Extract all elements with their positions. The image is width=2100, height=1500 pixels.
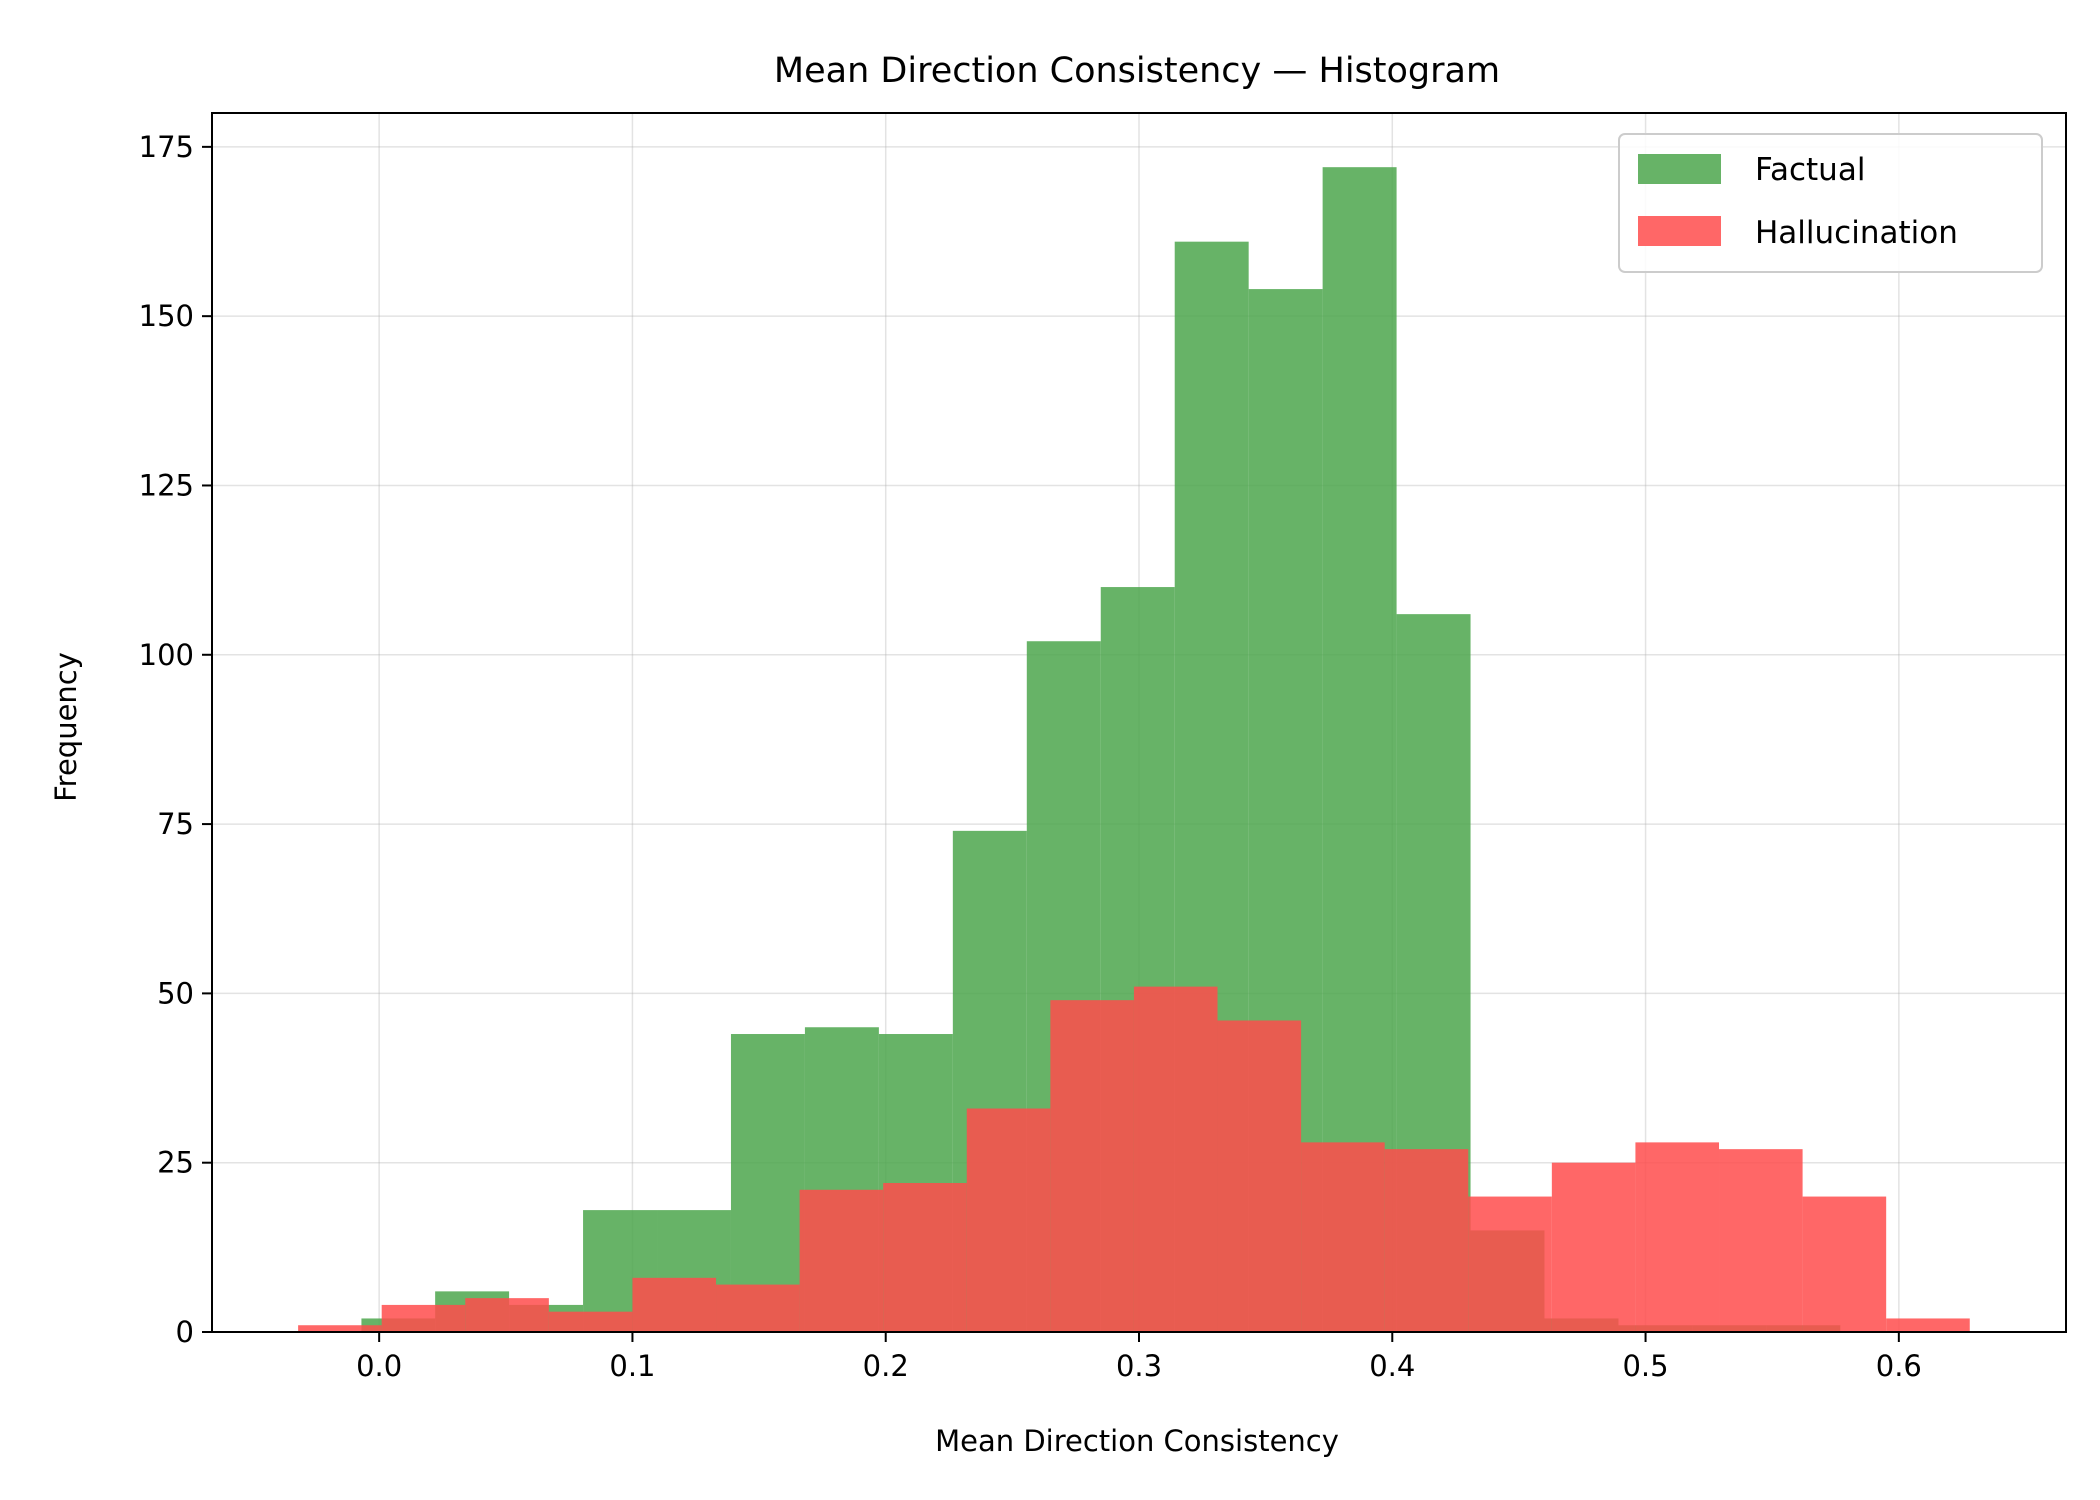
x-axis: 0.0 0.1 0.2 0.3 0.4 0.5 0.6 [356,1332,1922,1383]
y-tick-label: 50 [157,976,194,1010]
x-tick-label: 0.4 [1369,1349,1415,1383]
legend-label-factual: Factual [1755,152,1865,188]
hallucination-bar [1050,1000,1134,1332]
x-tick-label: 0.0 [356,1349,402,1383]
hallucination-bar [799,1189,884,1332]
legend-label-hallucination: Hallucination [1755,215,1958,251]
x-tick-label: 0.5 [1622,1349,1668,1383]
hallucination-bar [1217,1020,1302,1332]
legend-box [1618,133,2043,273]
hallucination-bar [1551,1162,1636,1332]
y-tick-label: 100 [139,638,194,672]
chart-title: Mean Direction Consistency — Histogram [774,51,1500,91]
hallucination-bar [548,1311,633,1332]
legend-swatch-factual [1638,154,1721,184]
y-tick-label: 75 [157,807,194,841]
hallucination-bars [298,986,1970,1332]
factual-bar [730,1034,805,1332]
y-tick-label: 150 [139,299,194,333]
y-tick-label: 175 [139,130,194,164]
x-axis-label: Mean Direction Consistency [935,1424,1339,1458]
y-tick-label: 25 [157,1146,194,1180]
hallucination-bar [1802,1196,1887,1332]
x-tick-label: 0.6 [1876,1349,1922,1383]
factual-bar [1322,167,1397,1333]
hallucination-bar [632,1277,717,1332]
x-tick-label: 0.1 [609,1349,655,1383]
hallucination-bar [966,1108,1051,1332]
y-axis-label: Frequency [49,652,83,802]
hallucination-bar [883,1183,967,1332]
hallucination-bar [1133,986,1218,1332]
hallucination-bar [1719,1149,1803,1332]
hallucination-bar [1468,1196,1552,1332]
hallucination-bar [465,1298,549,1332]
hallucination-bar [298,1325,382,1332]
y-axis: 0 25 50 75 100 125 150 175 [139,130,212,1349]
hallucination-bar [381,1304,466,1332]
hallucination-bar [1384,1149,1469,1332]
y-tick-label: 125 [139,468,194,502]
legend: Factual Hallucination [1618,133,2043,273]
legend-swatch-hallucination [1638,216,1721,246]
hallucination-bar [1635,1142,1720,1332]
hallucination-bar [1301,1142,1385,1332]
x-tick-label: 0.2 [863,1349,909,1383]
x-tick-label: 0.3 [1116,1349,1162,1383]
hallucination-bar [716,1284,800,1332]
y-tick-label: 0 [176,1315,194,1349]
hallucination-bar [1886,1318,1970,1332]
